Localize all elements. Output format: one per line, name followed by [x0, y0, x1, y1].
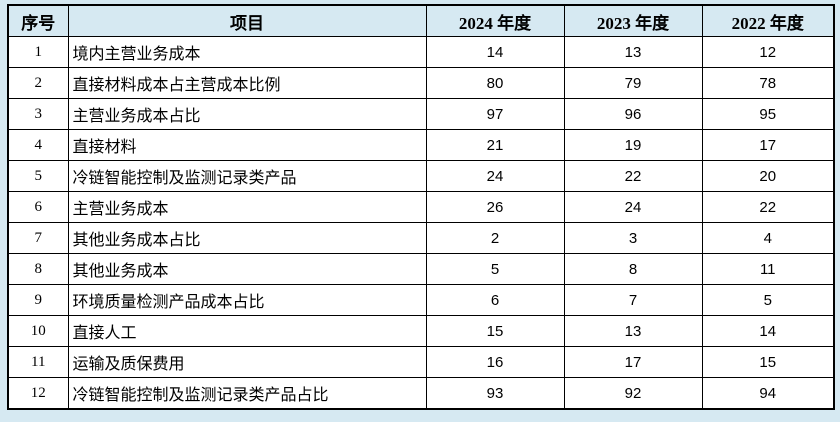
item-name-cell: 境内主营业务成本: [67, 36, 427, 68]
value-2023-cell: 79: [563, 67, 703, 99]
cost-items-table: 序号 项目 2024 年度 2023 年度 2022 年度 1 境内主营业务成本 1…: [7, 4, 835, 410]
table-header-row: 序号 项目 2024 年度 2023 年度 2022 年度: [7, 4, 835, 37]
row-number-cell: 7: [7, 222, 69, 254]
row-number-cell: 5: [7, 160, 69, 192]
value-2022-cell: 20: [701, 160, 835, 192]
item-name-cell: 冷链智能控制及监测记录类产品占比: [67, 377, 427, 410]
item-name-cell: 主营业务成本占比: [67, 98, 427, 130]
table-row: 10 直接人工 15 13 14: [7, 315, 835, 347]
value-2022-cell: 17: [701, 129, 835, 161]
value-2022-cell: 4: [701, 222, 835, 254]
item-name-cell: 直接材料: [67, 129, 427, 161]
item-name-cell: 其他业务成本: [67, 253, 427, 285]
value-2024-cell: 5: [425, 253, 565, 285]
row-number-cell: 12: [7, 377, 69, 410]
value-2022-cell: 11: [701, 253, 835, 285]
value-2024-cell: 21: [425, 129, 565, 161]
value-2023-cell: 3: [563, 222, 703, 254]
value-2023-cell: 8: [563, 253, 703, 285]
value-2022-cell: 22: [701, 191, 835, 223]
value-2024-cell: 97: [425, 98, 565, 130]
item-name-cell: 冷链智能控制及监测记录类产品: [67, 160, 427, 192]
row-number-cell: 2: [7, 67, 69, 99]
value-2022-cell: 95: [701, 98, 835, 130]
item-name-cell: 直接材料成本占主营成本比例: [67, 67, 427, 99]
value-2023-cell: 22: [563, 160, 703, 192]
value-2022-cell: 12: [701, 36, 835, 68]
table-row: 11 运输及质保费用 16 17 15: [7, 346, 835, 378]
value-2024-cell: 14: [425, 36, 565, 68]
value-2023-cell: 7: [563, 284, 703, 316]
row-number-cell: 8: [7, 253, 69, 285]
table-row: 9 环境质量检测产品成本占比 6 7 5: [7, 284, 835, 316]
row-number-cell: 10: [7, 315, 69, 347]
item-name-cell: 运输及质保费用: [67, 346, 427, 378]
value-2024-cell: 16: [425, 346, 565, 378]
value-2023-cell: 96: [563, 98, 703, 130]
value-2022-cell: 14: [701, 315, 835, 347]
value-2023-cell: 13: [563, 315, 703, 347]
value-2024-cell: 80: [425, 67, 565, 99]
value-2022-cell: 78: [701, 67, 835, 99]
item-name-cell: 其他业务成本占比: [67, 222, 427, 254]
value-2023-cell: 17: [563, 346, 703, 378]
item-name-cell: 直接人工: [67, 315, 427, 347]
row-number-cell: 1: [7, 36, 69, 68]
row-number-cell: 11: [7, 346, 69, 378]
table-row: 5 冷链智能控制及监测记录类产品 24 22 20: [7, 160, 835, 192]
value-2024-cell: 6: [425, 284, 565, 316]
value-2024-cell: 93: [425, 377, 565, 410]
value-2023-cell: 92: [563, 377, 703, 410]
table-row: 1 境内主营业务成本 14 13 12: [7, 36, 835, 68]
table-row: 6 主营业务成本 26 24 22: [7, 191, 835, 223]
row-number-cell: 6: [7, 191, 69, 223]
item-name-cell: 主营业务成本: [67, 191, 427, 223]
value-2022-cell: 94: [701, 377, 835, 410]
table-row: 12 冷链智能控制及监测记录类产品占比 93 92 94: [7, 377, 835, 410]
row-number-cell: 4: [7, 129, 69, 161]
value-2024-cell: 2: [425, 222, 565, 254]
header-year-2024: 2024 年度: [425, 4, 565, 37]
table-row: 7 其他业务成本占比 2 3 4: [7, 222, 835, 254]
header-serial-number: 序号: [7, 4, 69, 37]
value-2023-cell: 24: [563, 191, 703, 223]
table-row: 4 直接材料 21 19 17: [7, 129, 835, 161]
value-2024-cell: 24: [425, 160, 565, 192]
item-name-cell: 环境质量检测产品成本占比: [67, 284, 427, 316]
table-body: 1 境内主营业务成本 14 13 12 2 直接材料成本占主营成本比例 80 79 78 3 主营业务…: [7, 36, 835, 410]
value-2024-cell: 26: [425, 191, 565, 223]
table-row: 3 主营业务成本占比 97 96 95: [7, 98, 835, 130]
table-row: 8 其他业务成本 5 8 11: [7, 253, 835, 285]
row-number-cell: 9: [7, 284, 69, 316]
header-item: 项目: [67, 4, 427, 37]
value-2022-cell: 5: [701, 284, 835, 316]
table-row: 2 直接材料成本占主营成本比例 80 79 78: [7, 67, 835, 99]
value-2024-cell: 15: [425, 315, 565, 347]
value-2022-cell: 15: [701, 346, 835, 378]
row-number-cell: 3: [7, 98, 69, 130]
value-2023-cell: 19: [563, 129, 703, 161]
header-year-2022: 2022 年度: [701, 4, 835, 37]
value-2023-cell: 13: [563, 36, 703, 68]
header-year-2023: 2023 年度: [563, 4, 703, 37]
